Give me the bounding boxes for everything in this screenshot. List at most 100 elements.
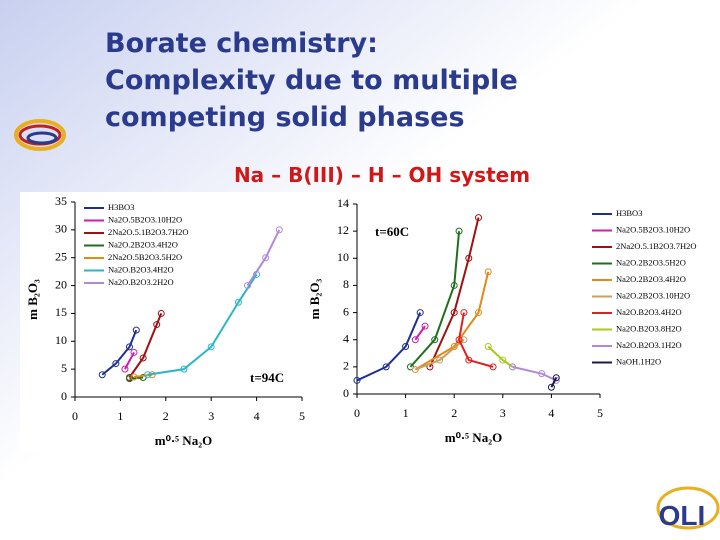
series-line <box>458 312 494 368</box>
marker <box>125 375 133 383</box>
slide-subtitle: Na – B(III) – H – OH system <box>234 163 530 187</box>
marker <box>552 374 560 382</box>
legend-label: 2Na2O.5.1B2O3.7H2O <box>108 227 189 237</box>
y-tick-label: 10 <box>55 333 67 347</box>
marker <box>450 309 458 317</box>
marker <box>421 322 429 330</box>
legend-label: 2Na2O.5B2O3.5H2O <box>108 252 182 262</box>
y-tick-label: 0 <box>343 386 349 400</box>
series-line <box>487 345 514 368</box>
legend-label: Na2O.5B2O3.10H2O <box>616 224 690 234</box>
legend-label: Na2O.B2O3.4H2O <box>108 264 174 274</box>
marker <box>132 326 140 334</box>
marker <box>275 226 283 234</box>
x-tick-label: 1 <box>117 409 123 423</box>
marker <box>538 370 546 378</box>
marker <box>411 366 419 374</box>
y-tick-label: 30 <box>55 222 67 236</box>
marker <box>139 354 147 362</box>
legend-label: Na2O.2B2O3.4H2O <box>108 239 178 249</box>
y-tick-label: 2 <box>343 359 349 373</box>
x-tick-label: 2 <box>163 409 169 423</box>
legend-label: Na2O.5B2O3.10H2O <box>108 214 182 224</box>
marker <box>465 254 473 262</box>
marker <box>460 336 468 344</box>
y-tick-label: 6 <box>343 304 349 318</box>
series-line <box>246 229 281 287</box>
legend-label: Na2O.2B2O3.10H2O <box>616 290 690 300</box>
marker <box>499 356 507 364</box>
marker <box>431 336 439 344</box>
marker <box>402 343 410 350</box>
marker <box>157 309 165 317</box>
annotation: t=94C <box>250 370 284 385</box>
marker <box>121 365 129 373</box>
y-tick-label: 35 <box>55 194 67 208</box>
e-logo <box>14 119 66 151</box>
legend-label: Na2O.B2O3.1H2O <box>616 340 682 350</box>
y-tick-label: 8 <box>343 277 349 291</box>
marker <box>416 309 424 317</box>
marker <box>153 321 161 329</box>
legend-label: H3BO3 <box>616 208 642 218</box>
legend-label: H3BO3 <box>108 202 134 212</box>
y-tick-label: 0 <box>61 389 67 403</box>
marker <box>509 363 517 371</box>
marker <box>234 298 242 306</box>
legend-label: 2Na2O.5.1B2O3.7H2O <box>616 241 697 251</box>
x-tick-label: 3 <box>208 409 214 423</box>
legend-label: NaOH.1H2O <box>616 356 661 366</box>
x-tick-label: 0 <box>72 409 78 423</box>
series-line <box>414 271 490 371</box>
marker <box>484 268 492 276</box>
annotation: t=60C <box>375 224 409 239</box>
x-axis-label: m⁰·⁵ Na₂O <box>155 433 212 448</box>
marker <box>125 343 133 351</box>
y-tick-label: 20 <box>55 277 67 291</box>
marker <box>475 309 482 317</box>
marker <box>455 227 463 235</box>
marker <box>262 254 270 262</box>
series-line <box>147 273 258 376</box>
y-tick-label: 14 <box>337 196 349 210</box>
y-tick-label: 25 <box>55 249 67 263</box>
marker <box>484 343 492 350</box>
marker <box>130 348 138 356</box>
chart-panel <box>20 192 720 452</box>
oli-logo: OLI <box>656 486 720 531</box>
marker <box>547 383 555 391</box>
marker <box>382 363 390 371</box>
slide-title: Complexity due to multiple <box>105 65 518 96</box>
marker <box>353 376 361 384</box>
slide-title: competing solid phases <box>105 102 465 133</box>
y-axis-label: m B₂O₃ <box>307 279 322 320</box>
series-line <box>101 329 138 376</box>
x-axis-label: m⁰·⁵ Na₂O <box>445 430 502 445</box>
marker <box>460 309 468 317</box>
marker <box>475 214 482 222</box>
marker <box>180 365 188 373</box>
x-tick-label: 2 <box>451 406 457 420</box>
marker <box>465 356 473 364</box>
y-tick-label: 10 <box>337 250 349 264</box>
slide-title: Borate chemistry: <box>105 28 378 59</box>
x-tick-label: 4 <box>548 406 554 420</box>
marker <box>450 281 458 289</box>
x-tick-label: 1 <box>403 406 409 420</box>
marker <box>130 373 138 381</box>
y-axis-label: m B₂O₃ <box>25 279 40 320</box>
legend-label: Na2O.B2O3.2H2O <box>108 277 174 287</box>
chart: 0 5 10 15 20 25 30 35 0 1 2 3 4 5 m⁰·⁵ Na₂O m B₂O₃ t=94C… <box>25 194 305 448</box>
marker <box>98 371 106 379</box>
x-tick-label: 5 <box>299 409 305 423</box>
y-tick-label: 12 <box>337 223 349 237</box>
series-line <box>356 312 422 382</box>
marker <box>552 376 560 384</box>
series-line <box>428 217 480 368</box>
x-tick-label: 4 <box>254 409 260 423</box>
legend-label: Na2O.B2O3.4H2O <box>616 307 682 317</box>
legend-label: Na2O.2B2O3.4H2O <box>616 274 686 284</box>
x-tick-label: 0 <box>354 406 360 420</box>
